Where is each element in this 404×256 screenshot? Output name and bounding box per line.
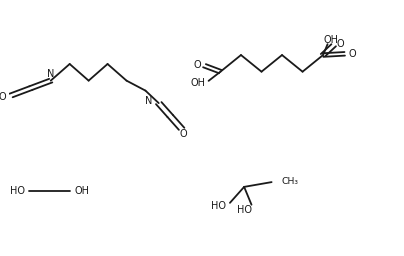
Text: OH: OH <box>74 186 89 196</box>
Text: O: O <box>180 130 187 140</box>
Text: N: N <box>47 69 55 79</box>
Text: O: O <box>349 49 356 59</box>
Text: N: N <box>145 96 153 106</box>
Text: HO: HO <box>237 205 252 215</box>
Text: O: O <box>194 60 201 70</box>
Text: O: O <box>337 39 345 49</box>
Text: CH₃: CH₃ <box>282 177 299 186</box>
Text: OH: OH <box>190 78 205 88</box>
Text: OH: OH <box>323 35 338 45</box>
Text: HO: HO <box>11 186 25 196</box>
Text: O: O <box>0 92 6 102</box>
Text: HO: HO <box>211 201 226 211</box>
